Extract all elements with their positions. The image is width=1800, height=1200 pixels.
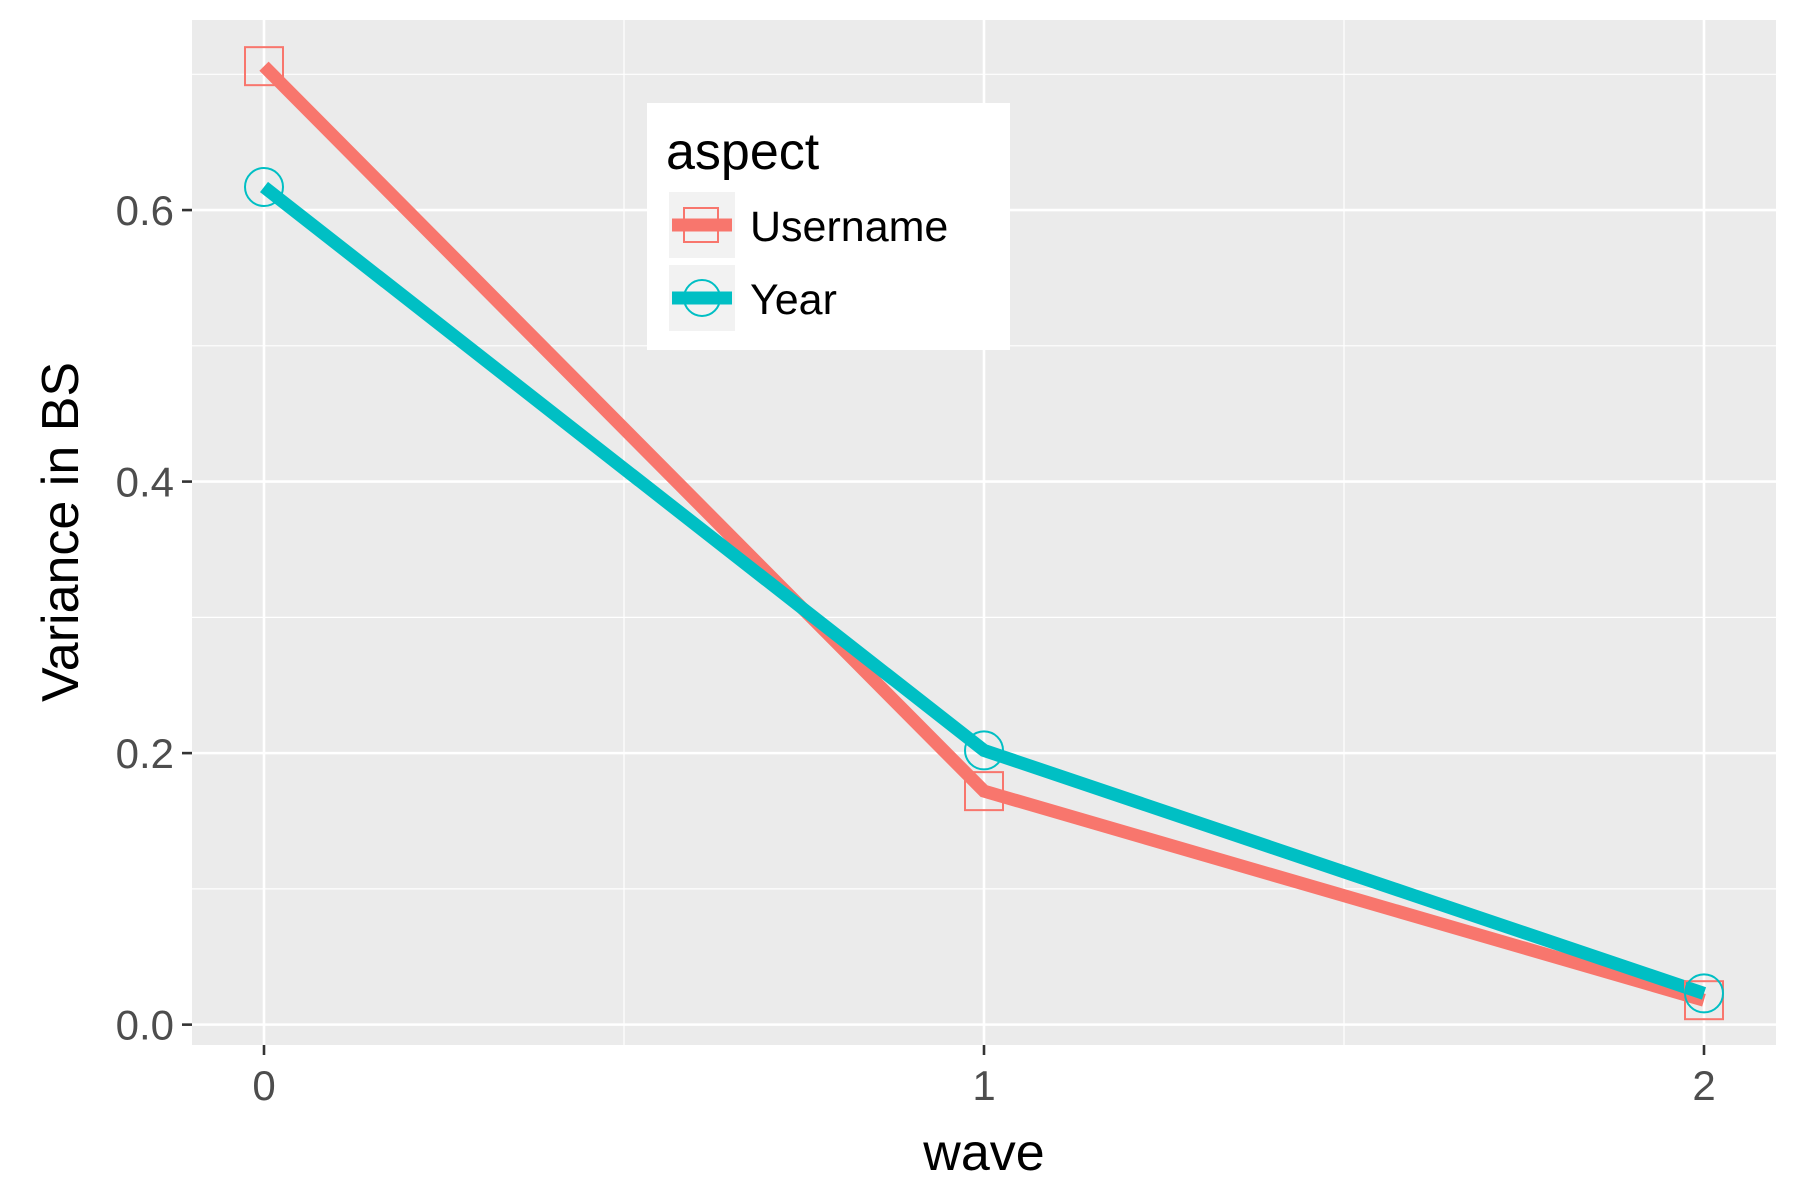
- y-tick-label: 0.0: [116, 1002, 174, 1049]
- data-point-year: [964, 730, 1004, 771]
- data-point-username: [244, 46, 284, 87]
- data-point-year: [1684, 973, 1724, 1014]
- legend-label-username: Username: [750, 203, 948, 251]
- data-point-username: [1684, 980, 1724, 1021]
- legend: aspect Username Year: [647, 103, 1010, 350]
- series-line-username: [259, 61, 1706, 1007]
- legend-title: aspect: [666, 123, 820, 181]
- x-tick-label: 0: [252, 1062, 275, 1109]
- data-point-year: [244, 166, 284, 207]
- series-line-year: [259, 181, 1707, 1000]
- y-tick-label: 0.2: [116, 730, 174, 777]
- x-tick-label: 2: [1692, 1062, 1715, 1109]
- x-axis-title: wave: [922, 1124, 1044, 1182]
- legend-key-year-circle: [683, 279, 721, 317]
- y-tick-label: 0.6: [116, 187, 174, 234]
- y-tick-label: 0.4: [116, 459, 174, 506]
- x-tick-label: 1: [972, 1062, 995, 1109]
- data-point-username: [964, 771, 1004, 812]
- legend-label-year: Year: [750, 276, 837, 324]
- legend-key-username-square: [683, 207, 719, 243]
- series-layer: [244, 46, 1724, 1021]
- axes: 0.0 0.2 0.4 0.6 0 1 2: [116, 187, 1716, 1109]
- y-axis-title: Variance in BS: [32, 362, 90, 702]
